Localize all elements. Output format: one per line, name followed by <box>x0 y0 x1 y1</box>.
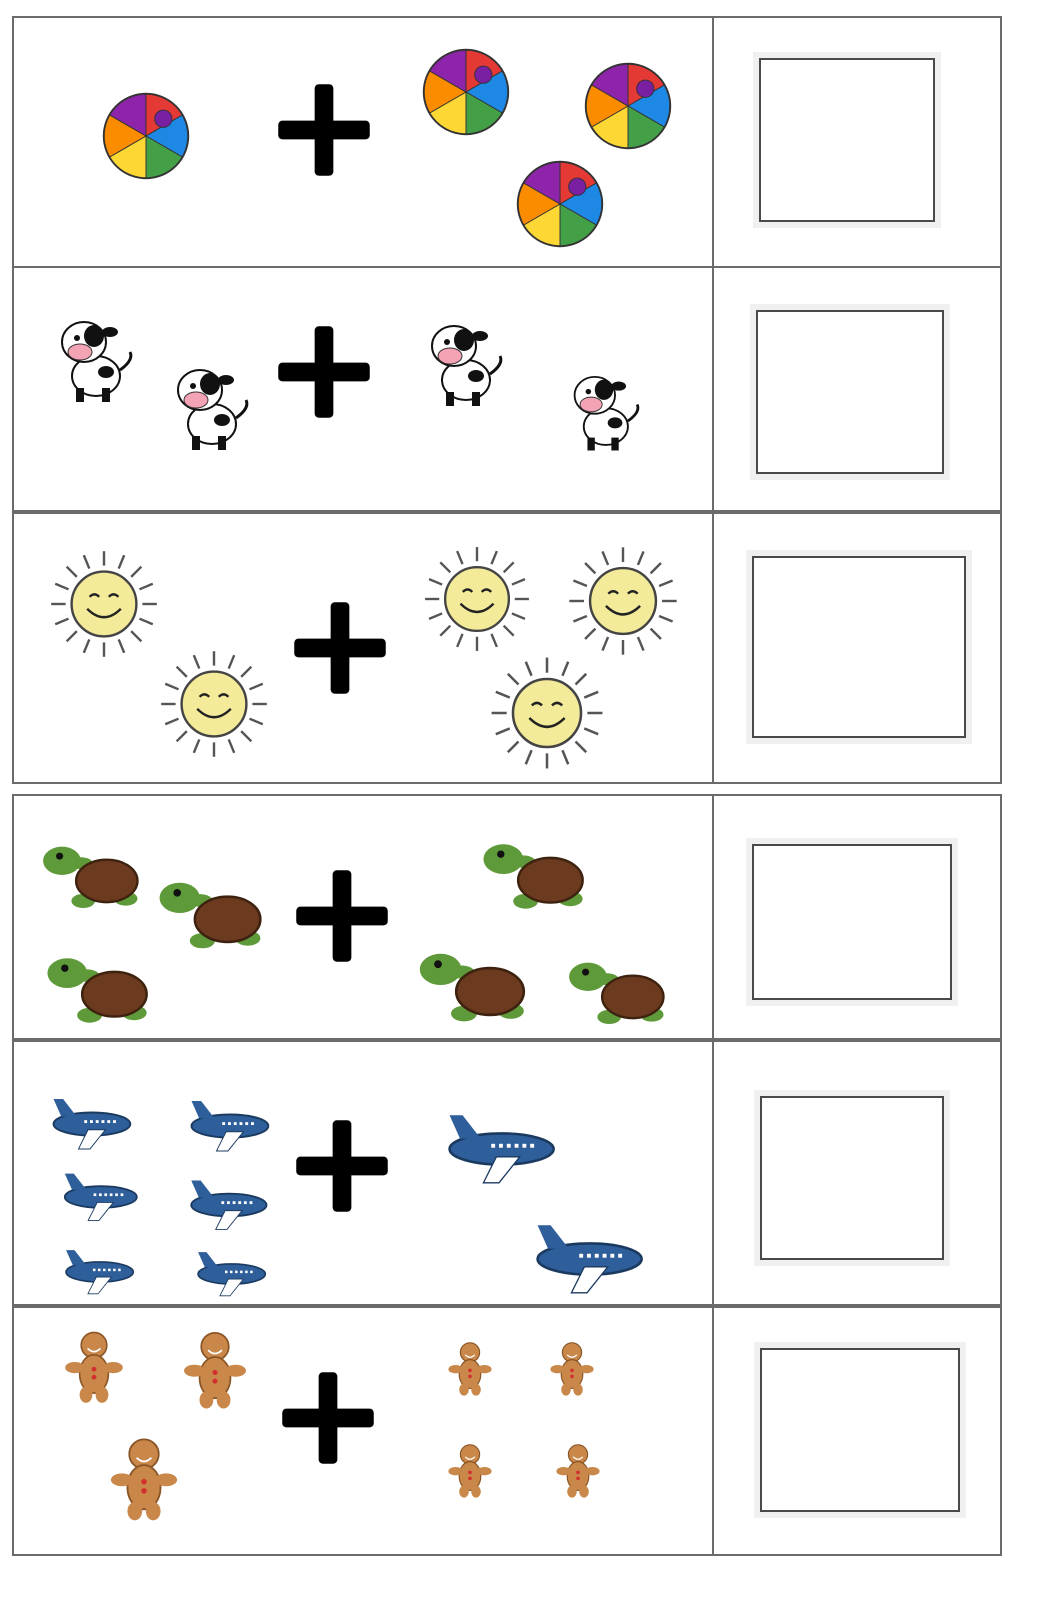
gingerbread-man-icon <box>448 1342 492 1396</box>
airplane-icon <box>63 1173 138 1221</box>
plus-sign-icon <box>278 326 370 418</box>
gingerbread-man-icon <box>65 1331 123 1403</box>
airplane-icon <box>190 1180 268 1230</box>
pictures-cell <box>14 1042 714 1304</box>
turtle-icon <box>419 953 526 1022</box>
airplane-icon <box>448 1115 555 1184</box>
pictures-cell <box>14 796 714 1038</box>
cow-icon <box>61 321 133 402</box>
plus-sign-icon <box>296 870 388 962</box>
cow-icon <box>177 369 249 450</box>
turtle-icon <box>159 882 262 949</box>
problem-row-1 <box>12 16 1002 268</box>
answer-box[interactable] <box>760 1348 960 1512</box>
problem-row-4 <box>12 794 1002 1040</box>
problem-row-6 <box>12 1306 1002 1556</box>
plus-sign-icon <box>282 1372 374 1464</box>
sun-icon <box>491 657 603 769</box>
answer-box[interactable] <box>759 58 935 222</box>
airplane-icon <box>190 1101 270 1152</box>
problem-row-5 <box>12 1040 1002 1306</box>
pictures-cell <box>14 18 714 266</box>
plus-sign-icon <box>296 1120 388 1212</box>
beach-ball-icon <box>584 62 672 150</box>
beach-ball-icon <box>516 160 604 248</box>
answer-box[interactable] <box>752 556 966 738</box>
turtle-icon <box>483 844 584 909</box>
answer-box[interactable] <box>760 1096 944 1260</box>
turtle-icon <box>47 958 148 1023</box>
gingerbread-man-icon <box>550 1342 594 1396</box>
sun-icon <box>51 551 157 657</box>
turtle-icon <box>569 962 665 1025</box>
cow-icon <box>573 375 640 451</box>
sun-icon <box>569 547 677 655</box>
turtle-icon <box>43 846 139 909</box>
pictures-cell <box>14 1308 714 1554</box>
gingerbread-man-icon <box>184 1332 246 1409</box>
gingerbread-man-icon <box>448 1444 492 1498</box>
sun-icon <box>425 547 529 651</box>
gingerbread-man-icon <box>110 1438 178 1521</box>
problem-row-3 <box>12 512 1002 784</box>
sun-icon <box>161 651 267 757</box>
pictures-cell <box>14 268 714 510</box>
plus-sign-icon <box>278 84 370 176</box>
answer-box[interactable] <box>756 310 944 474</box>
answer-box[interactable] <box>752 844 952 1000</box>
beach-ball-icon <box>422 48 510 136</box>
airplane-icon <box>536 1225 643 1294</box>
airplane-icon <box>52 1099 132 1150</box>
plus-sign-icon <box>294 602 386 694</box>
airplane-icon <box>65 1250 135 1295</box>
gingerbread-man-icon <box>556 1444 600 1498</box>
airplane-icon <box>197 1252 267 1297</box>
beach-ball-icon <box>102 92 190 180</box>
problem-row-2 <box>12 266 1002 512</box>
cow-icon <box>431 325 503 406</box>
pictures-cell <box>14 514 714 782</box>
